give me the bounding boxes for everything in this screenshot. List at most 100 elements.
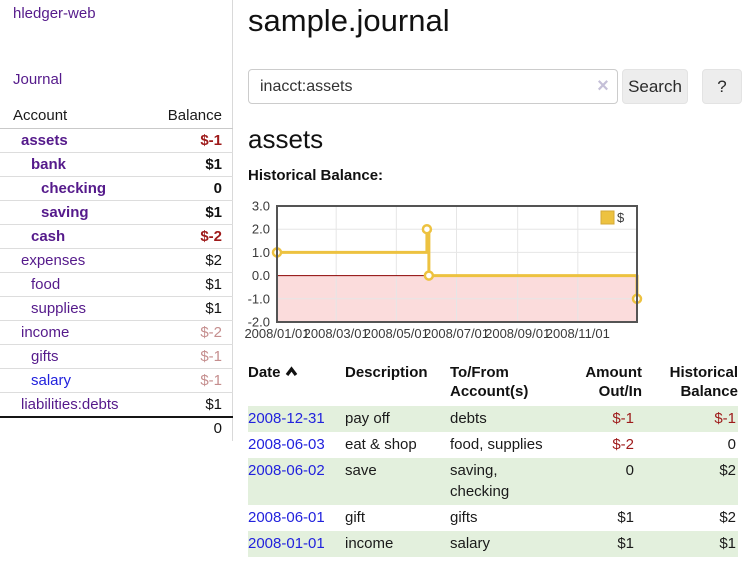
svg-text:2.0: 2.0 xyxy=(252,222,270,237)
transaction-accounts: debts xyxy=(450,410,487,427)
transaction-accounts: saving, checking xyxy=(450,462,510,500)
account-balance: $1 xyxy=(205,203,222,221)
balance-chart-svg: 3.0 2.0 1.0 0.0 -1.0 -2.02008/01/012008/03/01… xyxy=(244,199,643,341)
account-total-row: 0 xyxy=(0,416,233,440)
app-brand-link[interactable]: hledger-web xyxy=(13,5,96,22)
account-link[interactable]: assets xyxy=(21,131,68,149)
transaction-date-link[interactable]: 2008-01-01 xyxy=(248,535,325,552)
transaction-description: pay off xyxy=(345,410,390,427)
sidebar-item-journal[interactable]: Journal xyxy=(13,71,63,88)
account-balance: $-1 xyxy=(200,131,222,149)
transaction-balance: $2 xyxy=(719,462,736,479)
description-column-header: Description xyxy=(345,364,428,381)
account-row-salary: salary $-1 xyxy=(0,368,233,392)
account-link[interactable]: liabilities:debts xyxy=(21,395,119,413)
account-row-expenses: expenses $2 xyxy=(0,248,233,272)
svg-text:2008/03/01: 2008/03/01 xyxy=(304,326,369,341)
account-link[interactable]: income xyxy=(21,323,70,341)
account-row-cash: cash $-2 xyxy=(0,224,233,248)
transaction-amount: $1 xyxy=(617,535,634,552)
svg-text:2008/09/01: 2008/09/01 xyxy=(485,326,550,341)
transaction-accounts: gifts xyxy=(450,509,478,526)
account-balance: $1 xyxy=(205,275,222,293)
transaction-amount: $-1 xyxy=(612,410,634,427)
account-link[interactable]: gifts xyxy=(31,347,59,365)
svg-text:1.0: 1.0 xyxy=(252,245,270,260)
transaction-description: gift xyxy=(345,509,366,526)
sidebar: hledger-web Journal Account Balance asse… xyxy=(0,0,233,441)
register-table: Date Description To/From Account(s) Amou… xyxy=(248,363,738,557)
svg-text:2008/11/01: 2008/11/01 xyxy=(546,326,610,341)
transaction-balance: $1 xyxy=(719,535,736,552)
sort-ascending-icon xyxy=(285,366,297,376)
transaction-date-link[interactable]: 2008-06-02 xyxy=(248,462,325,479)
transaction-description: income xyxy=(345,535,394,552)
account-link[interactable]: cash xyxy=(31,227,66,245)
account-column-header: Account xyxy=(13,107,68,124)
account-link[interactable]: checking xyxy=(41,179,107,197)
register-row: 2008-06-02 save saving, checking 0 $2 xyxy=(248,458,738,505)
balance-chart: 3.0 2.0 1.0 0.0 -1.0 -2.0 2008/01/01 2008/03/01… xyxy=(243,199,742,346)
account-row-income: income $-2 xyxy=(0,320,233,344)
search-input[interactable] xyxy=(248,69,618,104)
account-balance: $-1 xyxy=(200,371,222,389)
account-balance: $-1 xyxy=(200,347,222,365)
account-link[interactable]: food xyxy=(31,275,61,293)
account-link[interactable]: expenses xyxy=(21,251,86,269)
transaction-balance: $2 xyxy=(719,509,736,526)
transaction-date-link[interactable]: 2008-06-03 xyxy=(248,436,325,453)
account-balance: 0 xyxy=(213,179,222,197)
account-link[interactable]: supplies xyxy=(31,299,87,317)
transaction-description: save xyxy=(345,462,377,479)
transaction-balance: 0 xyxy=(727,436,736,453)
svg-text:0.0: 0.0 xyxy=(252,268,270,283)
account-row-supplies: supplies $1 xyxy=(0,296,233,320)
balance-column-header: Balance xyxy=(167,107,222,124)
account-balance: $1 xyxy=(205,395,222,413)
register-row: 2008-06-01 gift gifts $1 $2 xyxy=(248,505,738,531)
svg-text:2008/01/01: 2008/01/01 xyxy=(244,326,309,341)
account-balance: $-2 xyxy=(200,323,222,341)
svg-text:2008/07/01: 2008/07/01 xyxy=(424,326,489,341)
account-balance-table: Account Balance assets $-1 bank $1 check… xyxy=(0,104,233,440)
search-bar: × Search ? xyxy=(248,69,742,104)
transaction-date-link[interactable]: 2008-06-01 xyxy=(248,509,325,526)
svg-text:2008/05/01: 2008/05/01 xyxy=(364,326,429,341)
account-row-checking: checking 0 xyxy=(0,176,233,200)
main-content: sample.journal × Search ? assets Histori… xyxy=(243,0,742,582)
account-row-saving: saving $1 xyxy=(0,200,233,224)
total-balance: 0 xyxy=(213,420,222,437)
date-column-header[interactable]: Date xyxy=(248,363,345,406)
account-row-food: food $1 xyxy=(0,272,233,296)
account-link[interactable]: salary xyxy=(31,371,72,389)
page-title: sample.journal xyxy=(248,3,450,38)
clear-search-icon[interactable]: × xyxy=(597,75,609,97)
transaction-amount: $1 xyxy=(617,509,634,526)
transaction-amount: $-2 xyxy=(612,436,634,453)
account-link[interactable]: saving xyxy=(41,203,89,221)
transaction-amount: 0 xyxy=(625,462,634,479)
balance-column-header: Historical Balance xyxy=(669,364,738,400)
transaction-balance: $-1 xyxy=(714,410,736,427)
register-row: 2008-01-01 income salary $1 $1 xyxy=(248,531,738,557)
account-balance: $1 xyxy=(205,155,222,173)
search-button[interactable]: Search xyxy=(622,69,688,104)
account-row-bank: bank $1 xyxy=(0,152,233,176)
svg-text:-2.0: -2.0 xyxy=(248,315,270,330)
account-link[interactable]: bank xyxy=(31,155,67,173)
account-table-header: Account Balance xyxy=(0,104,233,128)
account-row-assets: assets $-1 xyxy=(0,128,233,152)
transaction-date-link[interactable]: 2008-12-31 xyxy=(248,410,325,427)
help-button[interactable]: ? xyxy=(702,69,742,104)
svg-text:$: $ xyxy=(617,210,625,225)
account-heading: assets xyxy=(248,124,324,154)
svg-text:-1.0: -1.0 xyxy=(248,291,270,306)
transaction-description: eat & shop xyxy=(345,436,417,453)
register-header-row: Date Description To/From Account(s) Amou… xyxy=(248,363,738,406)
account-row-liabilities-debts: liabilities:debts $1 xyxy=(0,392,233,416)
account-balance: $1 xyxy=(205,299,222,317)
account-balance: $-2 xyxy=(200,227,222,245)
register-row: 2008-06-03 eat & shop food, supplies $-2… xyxy=(248,432,738,458)
svg-text:3.0: 3.0 xyxy=(252,199,270,214)
account-balance: $2 xyxy=(205,251,222,269)
